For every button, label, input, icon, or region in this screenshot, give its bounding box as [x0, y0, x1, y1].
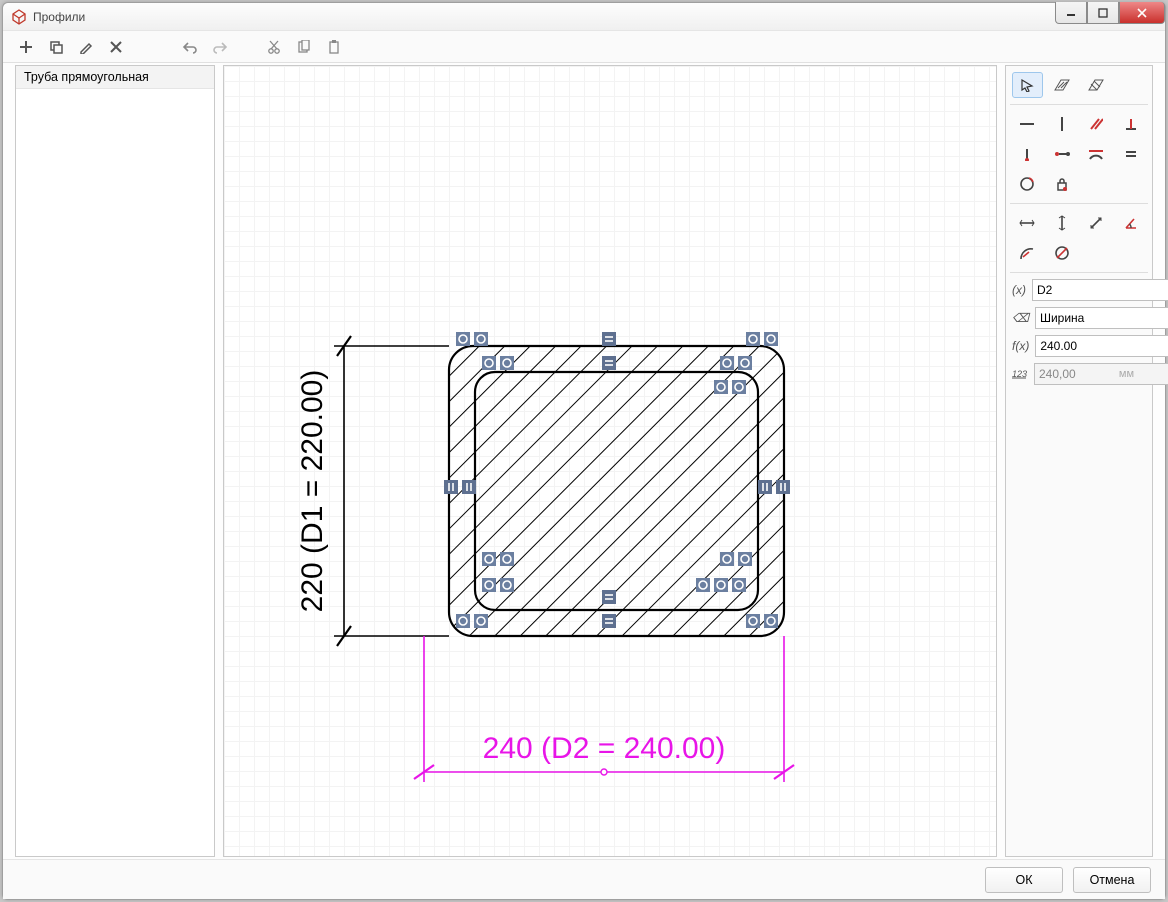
profile-list-item[interactable]: Труба прямоугольная — [16, 66, 214, 89]
titlebar: Профили — [3, 3, 1165, 31]
app-icon — [11, 9, 27, 25]
vert-constraint[interactable] — [1047, 111, 1078, 137]
dimension-d1-text: 220 (D1 = 220.00) — [296, 370, 329, 613]
copy-clip-button[interactable] — [291, 34, 317, 60]
select-tool[interactable] — [1012, 72, 1043, 98]
dimension-d2-text: 240 (D2 = 240.00) — [483, 732, 726, 765]
undo-button[interactable] — [177, 34, 203, 60]
cancel-button[interactable]: Отмена — [1073, 867, 1151, 893]
concentric-constraint[interactable] — [1012, 171, 1043, 197]
equal-constraint[interactable] — [1116, 141, 1147, 167]
edit-button[interactable] — [73, 34, 99, 60]
paste-button[interactable] — [321, 34, 347, 60]
dimension-d2[interactable]: 240 (D2 = 240.00) — [414, 636, 794, 782]
redo-button[interactable] — [207, 34, 233, 60]
fix-constraint[interactable] — [1047, 171, 1078, 197]
dimension-d1[interactable]: 220 (D1 = 220.00) — [296, 336, 449, 646]
close-button[interactable] — [1119, 2, 1165, 24]
profile-list: Труба прямоугольная — [15, 65, 215, 857]
vert-dim-tool[interactable] — [1047, 210, 1078, 236]
display-name-label: ⌫ — [1012, 311, 1029, 325]
main-toolbar — [3, 31, 1165, 63]
perpendicular-constraint[interactable] — [1116, 111, 1147, 137]
var-name-input[interactable] — [1032, 279, 1168, 301]
maximize-button[interactable] — [1087, 2, 1119, 24]
angle-dim-tool[interactable] — [1116, 210, 1147, 236]
hatch-tool-2[interactable] — [1081, 72, 1112, 98]
value-unit: мм — [1119, 368, 1134, 380]
parallel-constraint[interactable] — [1081, 111, 1112, 137]
minimize-button[interactable] — [1055, 2, 1087, 24]
ok-button[interactable]: ОК — [985, 867, 1063, 893]
value-label: 123 — [1012, 367, 1028, 382]
display-name-input[interactable] — [1035, 307, 1168, 329]
radius-dim-tool[interactable] — [1012, 240, 1043, 266]
copy-button[interactable] — [43, 34, 69, 60]
window-title: Профили — [33, 10, 85, 24]
sketch-canvas[interactable]: 220 (D1 = 220.00) 240 (D2 = 240.00) — [223, 65, 997, 857]
coincident-constraint[interactable] — [1012, 141, 1043, 167]
delete-button[interactable] — [103, 34, 129, 60]
horiz-dim-tool[interactable] — [1012, 210, 1043, 236]
midpoint-constraint[interactable] — [1047, 141, 1078, 167]
dialog-footer: ОК Отмена — [3, 859, 1165, 899]
horiz-constraint[interactable] — [1012, 111, 1043, 137]
value-input — [1034, 363, 1168, 385]
cut-button[interactable] — [261, 34, 287, 60]
window-controls — [1055, 3, 1165, 30]
var-name-label: (x) — [1012, 283, 1026, 297]
expression-label: f(x) — [1012, 339, 1029, 353]
tools-panel: (x) ⌫ f(x) 123 мм — [1005, 65, 1153, 857]
expression-input[interactable] — [1035, 335, 1168, 357]
aligned-dim-tool[interactable] — [1081, 210, 1112, 236]
dialog-window: Профили Труба прямоугольная — [2, 2, 1166, 900]
diameter-dim-tool[interactable] — [1047, 240, 1078, 266]
add-button[interactable] — [13, 34, 39, 60]
hatch-tool-1[interactable] — [1047, 72, 1078, 98]
profile-drawing: 220 (D1 = 220.00) 240 (D2 = 240.00) — [224, 66, 996, 856]
tangent-constraint[interactable] — [1081, 141, 1112, 167]
